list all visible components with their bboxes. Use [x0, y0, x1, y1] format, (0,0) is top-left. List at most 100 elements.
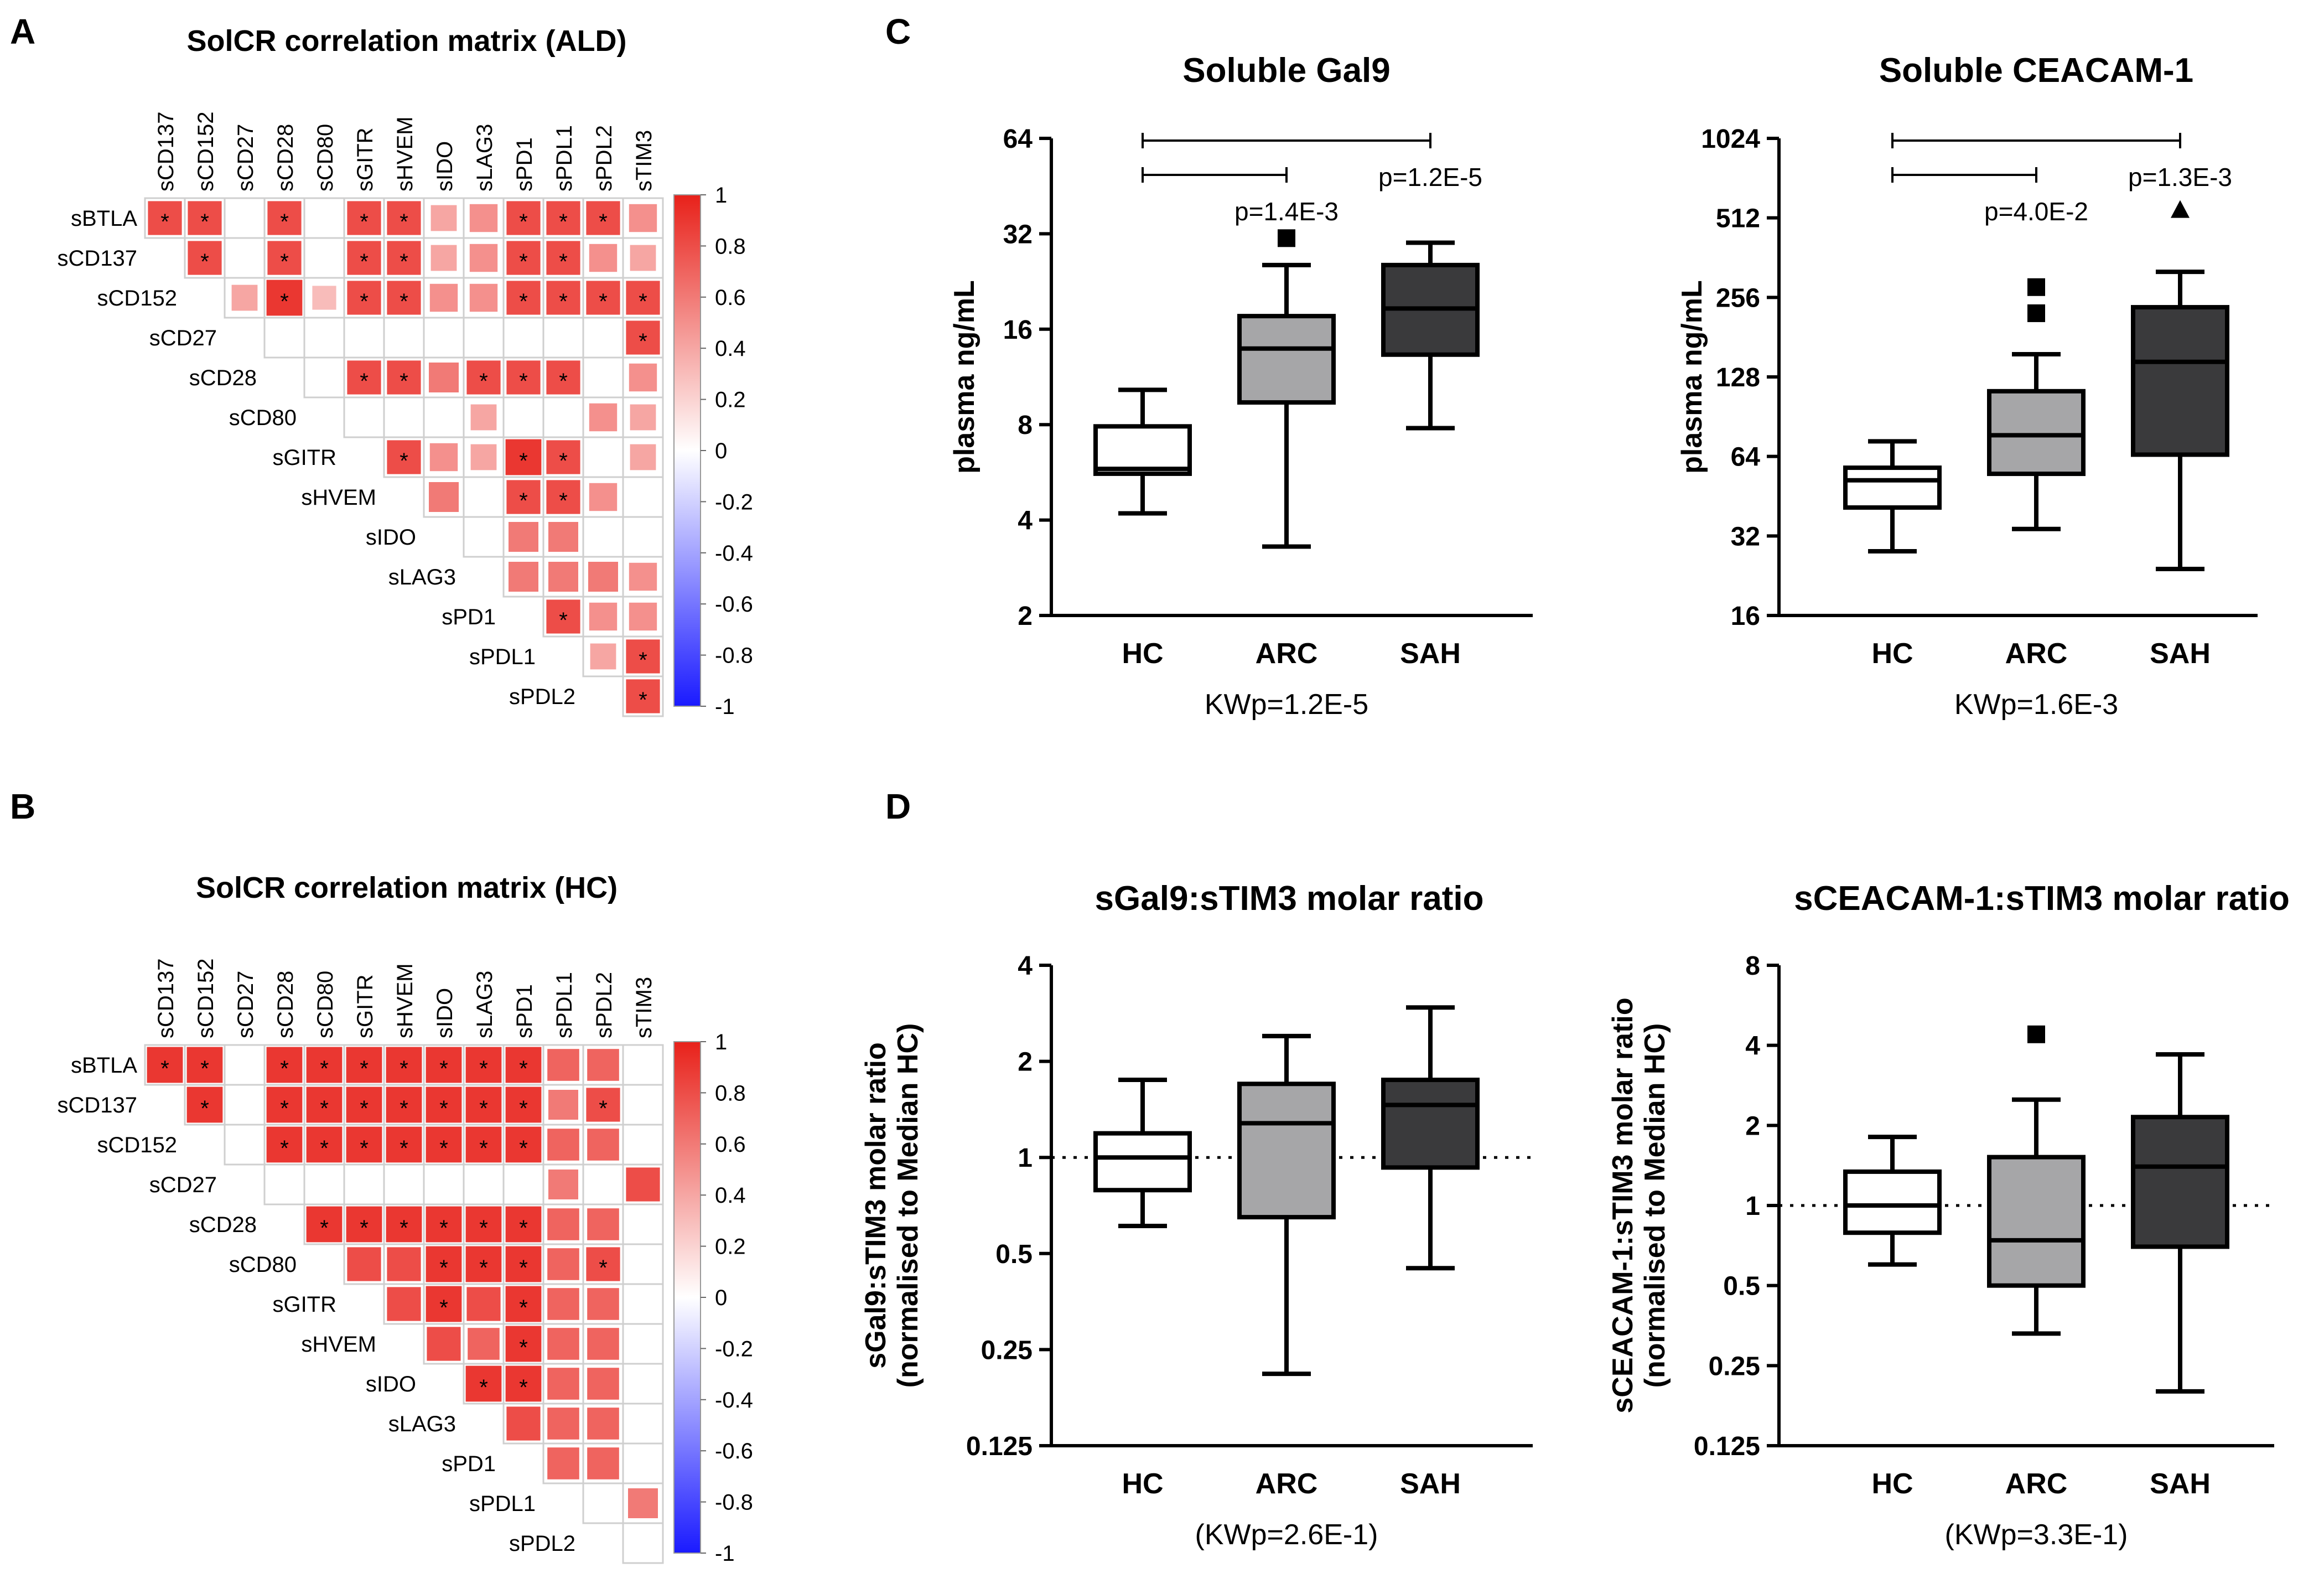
colorbar-tick-label: 0.2 — [715, 388, 746, 412]
colorbar — [673, 194, 701, 707]
correlation-square — [629, 602, 657, 631]
column-label: sCD80 — [313, 124, 338, 192]
grid-cell — [622, 1403, 664, 1445]
correlation-square — [429, 482, 459, 512]
significance-star: * — [519, 289, 528, 314]
significance-star: * — [280, 1057, 289, 1081]
kruskal-wallis-label: KWp=1.2E-5 — [1205, 689, 1368, 721]
correlation-square — [547, 1248, 579, 1280]
correlation-square — [347, 201, 381, 235]
correlation-square — [426, 1286, 462, 1322]
p-value-label: p=4.0E-2 — [1984, 197, 2088, 226]
correlation-square — [430, 205, 457, 231]
y-tick-label: 2 — [1018, 602, 1033, 631]
y-tick-label: 32 — [1003, 220, 1033, 249]
correlation-square — [346, 1206, 382, 1243]
y-tick-label: 16 — [1731, 602, 1760, 631]
chart-title: Soluble CEACAM-1 — [1879, 51, 2193, 90]
box — [2131, 305, 2229, 457]
outlier-square — [2027, 278, 2045, 296]
row-label: sGITR — [272, 446, 336, 470]
correlation-square — [347, 241, 381, 275]
colorbar-tick-label: 1 — [715, 183, 727, 208]
significance-star: * — [479, 1096, 488, 1121]
significance-star: * — [160, 1057, 169, 1081]
grid-cell — [224, 197, 266, 239]
row-label: sCD28 — [189, 1213, 257, 1237]
significance-star: * — [479, 1057, 488, 1081]
significance-star: * — [519, 369, 528, 394]
correlation-square — [548, 1170, 578, 1199]
column-label: sCD28 — [273, 971, 298, 1038]
grid-cell — [582, 1163, 624, 1205]
correlation-square — [626, 320, 660, 355]
correlation-square — [505, 1086, 542, 1123]
correlation-square — [547, 1129, 579, 1161]
grid-cell — [343, 317, 385, 359]
x-tick-label: HC — [1122, 638, 1163, 670]
significance-star: * — [559, 608, 568, 633]
box — [1093, 1131, 1192, 1193]
y-tick-label: 1 — [1745, 1192, 1760, 1221]
correlation-square — [509, 562, 538, 592]
significance-star: * — [439, 1296, 448, 1320]
significance-star: * — [320, 1096, 329, 1121]
column-label: sIDO — [433, 141, 457, 192]
colorbar — [673, 1041, 701, 1554]
correlation-square — [469, 244, 498, 272]
boxplot-gal9-tim3-ratio: sGal9:sTIM3 molar ratio sGal9:sTIM3 molar… — [860, 879, 1533, 1551]
row-label: sHVEM — [301, 485, 376, 510]
significance-star: * — [400, 250, 408, 274]
column-label: sCD152 — [194, 958, 218, 1038]
box — [1093, 424, 1192, 476]
row-label: sHVEM — [301, 1332, 376, 1357]
grid-cell — [622, 1084, 664, 1126]
grid-cell — [463, 516, 505, 558]
p-value-label: p=1.4E-3 — [1234, 197, 1339, 226]
y-tick-label: 0.125 — [966, 1432, 1033, 1461]
significance-star: * — [280, 289, 289, 314]
correlation-square — [466, 360, 501, 395]
correlation-square — [188, 241, 222, 275]
correlation-square — [587, 1129, 619, 1161]
row-label: sPDL2 — [509, 685, 575, 709]
significance-star: * — [639, 648, 647, 672]
significance-star: * — [360, 250, 369, 274]
correlation-square — [626, 639, 660, 674]
correlation-square — [590, 643, 616, 670]
correlation-square — [346, 1086, 382, 1123]
correlation-square — [630, 404, 656, 431]
correlation-square — [547, 1049, 579, 1081]
row-label: sIDO — [366, 525, 416, 550]
correlation-square — [429, 283, 458, 312]
colorbar-tick-label: 0.8 — [715, 234, 746, 258]
grid-cell — [622, 1363, 664, 1405]
correlation-square — [387, 1287, 421, 1321]
significance-star: * — [400, 1136, 408, 1161]
significance-star: * — [439, 1136, 448, 1161]
grid-cell — [263, 1163, 305, 1205]
column-label: sPDL2 — [592, 125, 616, 192]
correlation-square — [306, 1086, 343, 1123]
grid-cell — [383, 317, 425, 359]
grid-cell — [224, 1084, 266, 1126]
column-label: sTIM3 — [632, 130, 656, 192]
grid-cell — [582, 1482, 624, 1524]
significance-star: * — [200, 1057, 209, 1081]
significance-star: * — [400, 210, 408, 234]
significance-star: * — [599, 289, 608, 314]
colorbar-tick-label: -1 — [715, 695, 735, 719]
kruskal-wallis-label: KWp=1.6E-3 — [1954, 689, 2118, 721]
correlation-square — [386, 1126, 422, 1163]
significance-star: * — [400, 1096, 408, 1121]
chart-title: sCEACAM-1:sTIM3 molar ratio — [1794, 879, 2290, 918]
correlation-square — [427, 1327, 461, 1361]
grid-cell — [502, 317, 544, 359]
p-value-label: p=1.3E-3 — [2128, 163, 2232, 192]
grid-cell — [463, 317, 505, 359]
grid-cell — [502, 1163, 544, 1205]
correlation-square — [589, 244, 618, 272]
correlation-square — [546, 480, 580, 514]
column-label: sCD137 — [154, 111, 178, 192]
significance-star: * — [360, 289, 369, 314]
